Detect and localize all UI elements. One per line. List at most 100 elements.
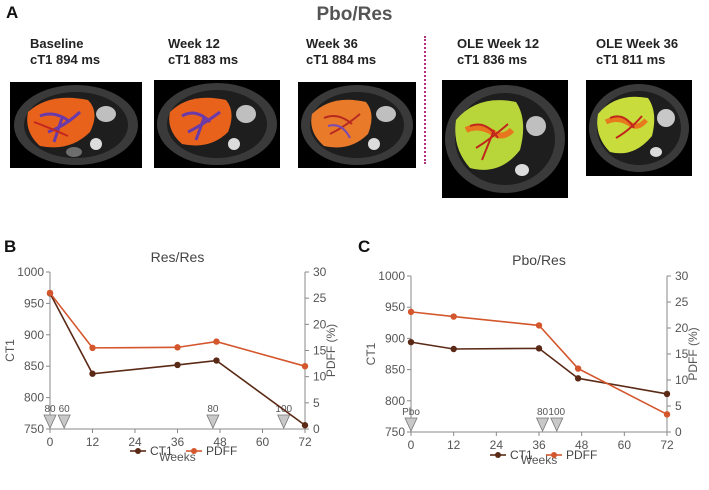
- legend-label: CT1: [510, 448, 533, 462]
- x-tick-label: 0: [47, 435, 54, 449]
- dose-marker-label: 100: [548, 407, 565, 418]
- y2-tick-label: 25: [313, 291, 327, 305]
- y-tick-label: 850: [385, 363, 405, 377]
- data-point-pdff: [535, 322, 543, 329]
- scan-ct1-value: cT1 811 ms: [596, 52, 666, 67]
- x-tick-label: 12: [86, 435, 100, 449]
- scan-label: Baseline cT1 894 ms: [30, 36, 100, 68]
- scan-ct1-value: cT1 836 ms: [457, 52, 528, 67]
- legend-marker: [135, 448, 141, 454]
- y2-axis-label: PDFF (%): [324, 324, 338, 377]
- legend-label: PDFF: [206, 444, 237, 458]
- dose-marker: [277, 414, 291, 429]
- y-tick-label: 800: [385, 394, 405, 408]
- scan-timepoint: OLE Week 36: [596, 36, 679, 51]
- x-tick-label: 48: [575, 438, 589, 452]
- data-point-ct1: [663, 390, 671, 398]
- x-tick-label: 72: [660, 438, 674, 452]
- series-line-ct1: [410, 341, 668, 395]
- scan-timepoint: Baseline: [30, 36, 84, 51]
- y2-tick-label: 5: [313, 396, 320, 410]
- y2-tick-label: 30: [313, 265, 327, 279]
- x-tick-label: 60: [256, 435, 270, 449]
- scan-label: OLE Week 36 cT1 811 ms: [596, 36, 678, 68]
- x-tick-label: 24: [490, 438, 504, 452]
- dose-marker: [535, 417, 550, 432]
- data-point-pdff: [574, 365, 582, 372]
- data-point-ct1: [574, 375, 582, 382]
- y-tick-label: 950: [385, 300, 405, 314]
- y2-tick-label: 15: [313, 344, 327, 358]
- data-point-pdff: [46, 289, 54, 297]
- data-point-ct1: [407, 338, 415, 346]
- dose-marker: [550, 417, 564, 432]
- data-point-pdff: [213, 338, 220, 345]
- scan-ct1-value: cT1 883 ms: [168, 52, 239, 67]
- mri-liver-map: [157, 83, 277, 165]
- data-point-ct1: [213, 357, 220, 364]
- mri-liver-map: [14, 85, 138, 165]
- y-tick-label: 850: [24, 359, 44, 373]
- y2-tick-label: 20: [675, 321, 689, 335]
- mri-liver-map: [301, 85, 413, 165]
- mri-liver-map: [445, 85, 565, 193]
- x-tick-label: 0: [408, 438, 415, 452]
- scan-ct1-value: cT1 894 ms: [30, 52, 101, 67]
- x-tick-label: 72: [298, 435, 312, 449]
- y-axis-label: CT1: [364, 342, 378, 365]
- scan-timepoint: Week 36: [306, 36, 358, 51]
- y-tick-label: 750: [385, 425, 405, 439]
- y2-tick-label: 5: [675, 399, 682, 413]
- scan-timepoint: Week 12: [168, 36, 220, 51]
- x-tick-label: 60: [618, 438, 632, 452]
- y-tick-label: 1000: [17, 265, 44, 279]
- series-line-pdff: [49, 292, 306, 367]
- x-tick-label: 24: [128, 435, 142, 449]
- data-point-ct1: [174, 361, 181, 369]
- scan-label: Week 36 cT1 884 ms: [306, 36, 376, 68]
- legend-marker: [551, 452, 557, 458]
- legend-marker: [495, 452, 501, 458]
- panel-a-title: Pbo/Res: [316, 4, 393, 25]
- data-point-ct1: [535, 345, 543, 352]
- y2-tick-label: 0: [675, 425, 682, 439]
- section-divider: [424, 36, 426, 164]
- legend-marker: [191, 448, 197, 454]
- legend-label: PDFF: [566, 448, 597, 462]
- dose-marker-label: 100: [275, 404, 292, 415]
- mri-image-week36: [298, 82, 416, 168]
- mri-image-ole-week12: [442, 80, 568, 198]
- dose-marker: [206, 414, 220, 429]
- data-point-pdff: [407, 308, 415, 316]
- x-tick-label: 36: [171, 435, 185, 449]
- data-point-ct1: [46, 290, 54, 297]
- y2-tick-label: 20: [313, 317, 327, 331]
- series-line-ct1: [49, 292, 306, 426]
- data-point-pdff: [663, 411, 671, 418]
- chart-title: Res/Res: [151, 249, 205, 265]
- dose-marker-label: 80: [537, 407, 549, 418]
- dose-marker-label: 80: [207, 404, 219, 415]
- chart-title: Pbo/Res: [512, 252, 566, 268]
- dose-marker: [43, 414, 57, 429]
- y-tick-label: 900: [24, 328, 44, 342]
- dose-marker-label: Pbo: [402, 407, 420, 418]
- scan-ct1-value: cT1 884 ms: [306, 52, 377, 67]
- legend-label: CT1: [150, 444, 173, 458]
- scan-timepoint: OLE Week 12: [457, 36, 540, 51]
- x-axis-label: Weeks: [521, 453, 557, 467]
- data-point-pdff: [174, 344, 181, 351]
- y-tick-label: 950: [24, 296, 44, 310]
- data-point-ct1: [450, 345, 457, 353]
- data-point-pdff: [450, 313, 457, 320]
- y-tick-label: 1000: [378, 269, 405, 283]
- y2-tick-label: 25: [675, 295, 689, 309]
- data-point-pdff: [301, 363, 309, 370]
- panel-letter: B: [4, 237, 16, 256]
- x-axis-label: Weeks: [159, 450, 195, 464]
- panel-letter: C: [358, 237, 370, 256]
- panel-a-letter: A: [6, 3, 19, 22]
- mri-liver-map: [589, 84, 689, 172]
- mri-image-ole-week36: [586, 80, 692, 176]
